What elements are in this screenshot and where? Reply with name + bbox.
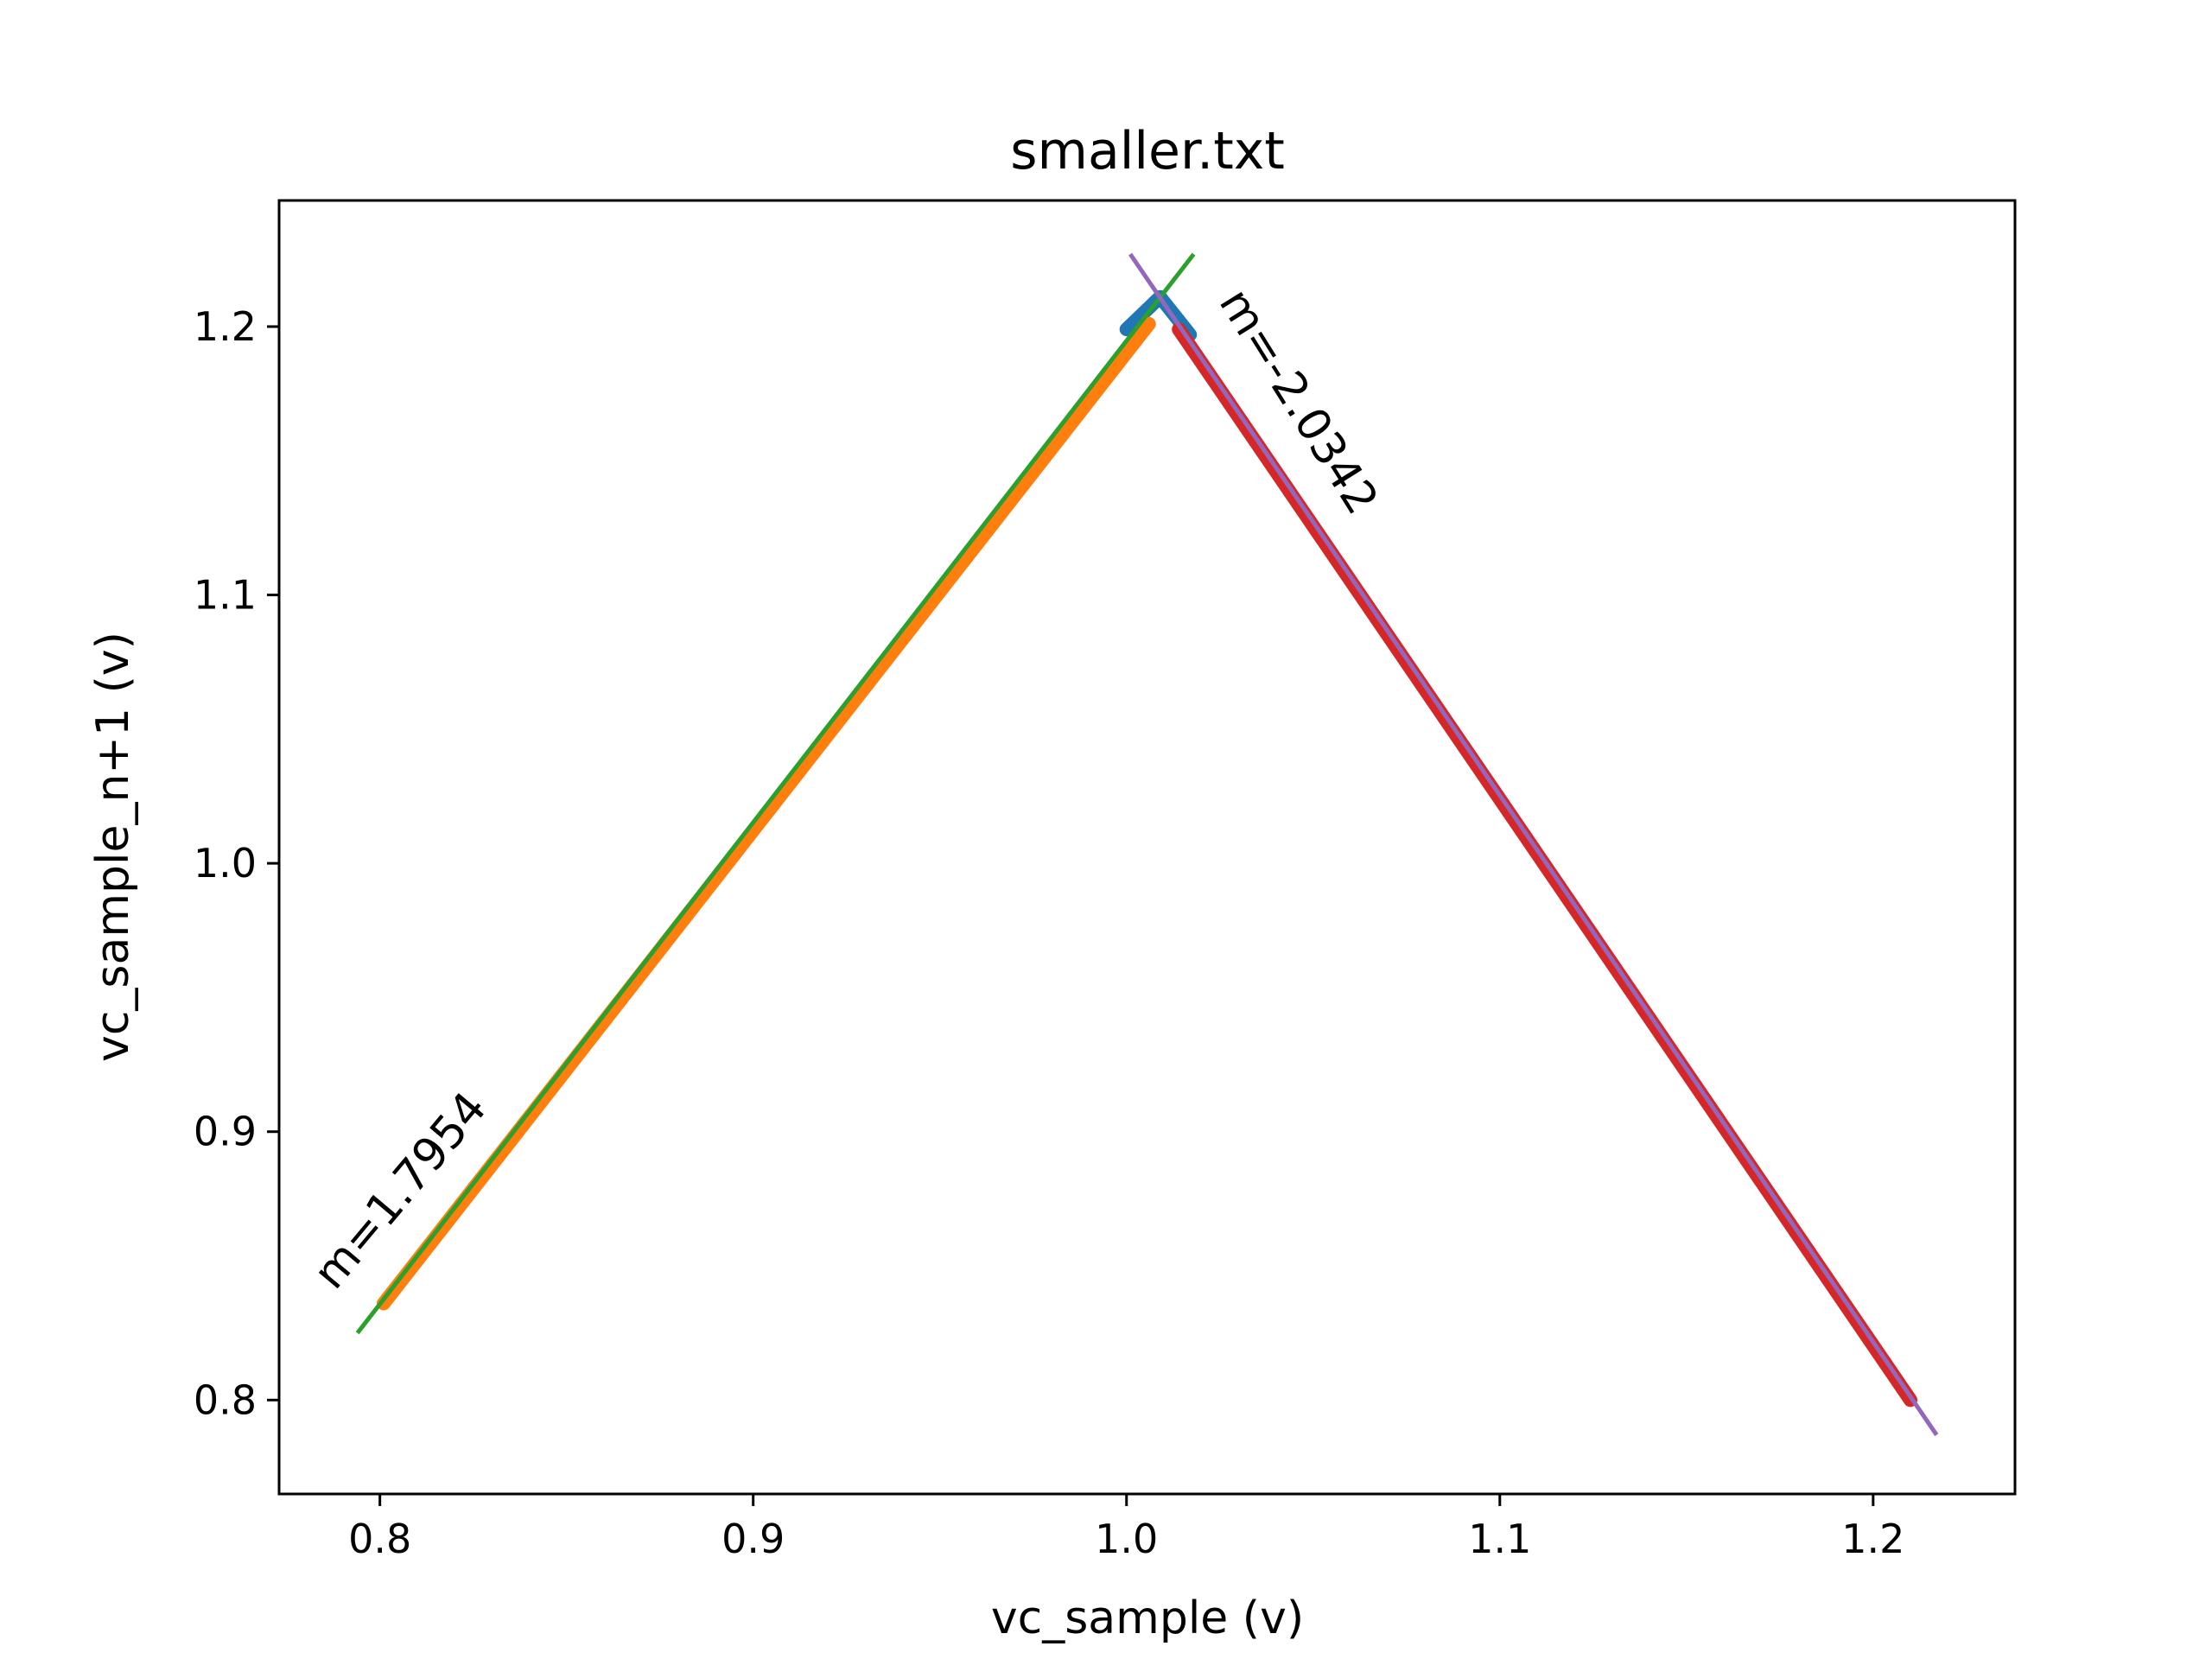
y-tick-label-4: 1.2: [194, 303, 257, 350]
y-axis-label: vc_sample_n+1 (v): [87, 632, 139, 1062]
series-layer: [355, 252, 1939, 1437]
x-tick-label-1: 0.9: [721, 1516, 785, 1562]
x-tick-label-3: 1.1: [1468, 1516, 1531, 1562]
y-tick-label-1: 0.9: [194, 1109, 257, 1155]
x-tick-label-2: 1.0: [1095, 1516, 1158, 1562]
plot-frame: [277, 199, 2017, 1496]
y-tick-label-0: 0.8: [194, 1376, 257, 1423]
fit-line-2: [355, 252, 1196, 1335]
x-axis-label: vc_sample (v): [991, 1592, 1304, 1644]
x-tick-label-4: 1.2: [1841, 1516, 1904, 1562]
x-axis: 0.8 0.9 1.0 1.1 1.2: [348, 1494, 1904, 1562]
x-tick-label-0: 0.8: [348, 1516, 411, 1562]
y-tick-label-2: 1.0: [194, 840, 257, 887]
y-axis: 0.8 0.9 1.0 1.1 1.2: [194, 303, 279, 1423]
fit-line-4: [1128, 252, 1939, 1437]
y-tick-label-3: 1.1: [194, 572, 257, 619]
data-series-1: [377, 316, 1156, 1311]
chart-title: smaller.txt: [1010, 121, 1285, 181]
